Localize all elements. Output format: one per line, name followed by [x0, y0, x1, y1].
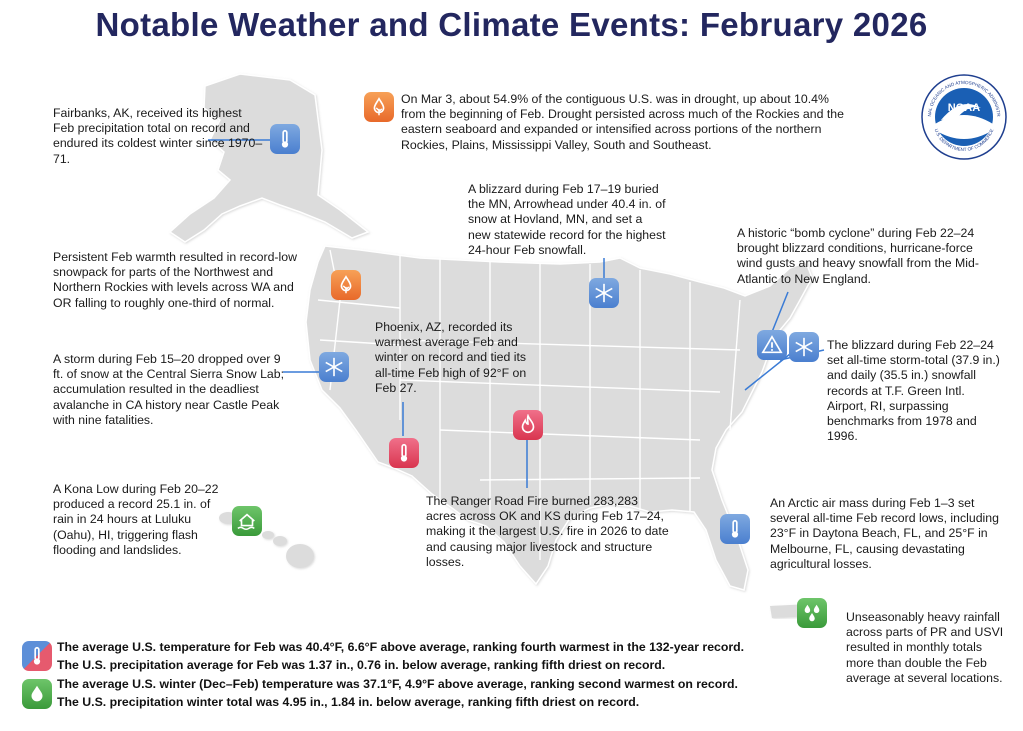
page-title: Notable Weather and Climate Events: Febr…: [95, 6, 928, 43]
event-drought-text: On Mar 3, about 54.9% of the contiguous …: [401, 92, 844, 152]
event-northwest-text: Persistent Feb warmth resulted in record…: [53, 250, 297, 310]
drop-icon-winter: [22, 679, 52, 709]
noaa-logo-text: NOAA: [948, 102, 980, 114]
summary-winter-precipitation: The U.S. precipitation winter total was …: [57, 695, 640, 709]
snowflake-icon-mn: [589, 278, 619, 308]
event-blizzard-mn-text: A blizzard during Feb 17–19 buried the M…: [468, 182, 666, 257]
event-pr-text: Unseasonably heavy rainfall across parts…: [846, 610, 1004, 685]
alaska-shape: [168, 73, 370, 243]
event-alaska-text: Fairbanks, AK, received its highest Feb …: [53, 106, 263, 166]
thermometer-icon-florida: [720, 514, 750, 544]
temperature-precip-feb-icon: [22, 641, 52, 671]
warning-icon-bomb-cyclone: [757, 330, 787, 360]
event-florida-text: An Arctic air mass during Feb 1–3 set se…: [770, 496, 999, 571]
fire-icon: [513, 410, 543, 440]
thermometer-icon-alaska: [270, 124, 300, 154]
drought-icon: [364, 92, 394, 122]
summary-feb-temperature: The average U.S. temperature for Feb was…: [57, 640, 745, 654]
event-sierra-text: A storm during Feb 15–20 dropped over 9 …: [53, 352, 285, 427]
snowflake-icon-sierra: [319, 352, 349, 382]
summary-winter-temperature: The average U.S. winter (Dec–Feb) temper…: [57, 677, 738, 691]
thermometer-icon-phoenix: [389, 438, 419, 468]
summary-feb-precipitation: The U.S. precipitation average for Feb w…: [57, 658, 666, 672]
event-fire-text: The Ranger Road Fire burned 283,283 acre…: [426, 494, 669, 569]
event-phoenix-text: Phoenix, AZ, recorded its warmest averag…: [375, 320, 527, 395]
event-hawaii-text: A Kona Low during Feb 20–22 produced a r…: [53, 482, 219, 557]
rain-icon-pr: [797, 598, 827, 628]
snowpack-drought-icon: [331, 270, 361, 300]
event-ri-blizzard-text: The blizzard during Feb 22–24 set all-ti…: [827, 338, 1000, 444]
flood-icon-hawaii: [232, 506, 262, 536]
event-bomb-cyclone-text: A historic “bomb cyclone” during Feb 22–…: [737, 226, 979, 286]
noaa-logo: NOAA NATIONAL OCEANIC AND ATMOSPHERIC AD…: [919, 70, 1007, 160]
contiguous-us-shape: [305, 245, 813, 591]
snowflake-icon-ri: [789, 332, 819, 362]
